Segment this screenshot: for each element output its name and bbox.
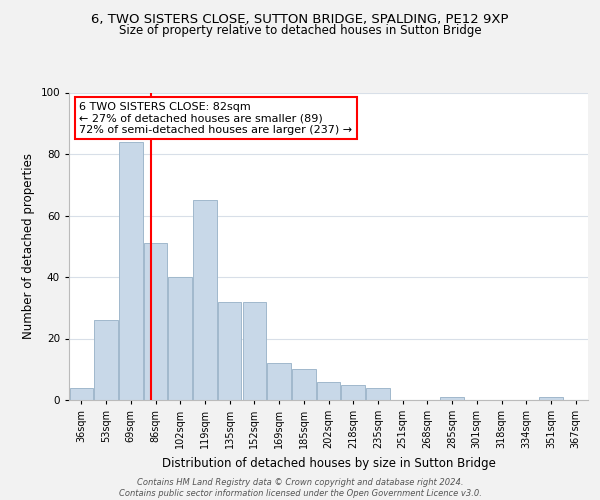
X-axis label: Distribution of detached houses by size in Sutton Bridge: Distribution of detached houses by size … <box>161 456 496 469</box>
Text: 6 TWO SISTERS CLOSE: 82sqm
← 27% of detached houses are smaller (89)
72% of semi: 6 TWO SISTERS CLOSE: 82sqm ← 27% of deta… <box>79 102 353 135</box>
Text: 6, TWO SISTERS CLOSE, SUTTON BRIDGE, SPALDING, PE12 9XP: 6, TWO SISTERS CLOSE, SUTTON BRIDGE, SPA… <box>91 12 509 26</box>
Bar <box>341 384 365 400</box>
Bar <box>119 142 143 400</box>
Bar <box>169 277 192 400</box>
Bar <box>292 369 316 400</box>
Bar <box>94 320 118 400</box>
Bar <box>242 302 266 400</box>
Y-axis label: Number of detached properties: Number of detached properties <box>22 153 35 339</box>
Bar <box>70 388 93 400</box>
Bar <box>366 388 389 400</box>
Bar <box>144 243 167 400</box>
Text: Size of property relative to detached houses in Sutton Bridge: Size of property relative to detached ho… <box>119 24 481 37</box>
Bar <box>539 397 563 400</box>
Bar <box>268 363 291 400</box>
Bar <box>317 382 340 400</box>
Text: Contains HM Land Registry data © Crown copyright and database right 2024.
Contai: Contains HM Land Registry data © Crown c… <box>119 478 481 498</box>
Bar <box>440 397 464 400</box>
Bar <box>218 302 241 400</box>
Bar <box>193 200 217 400</box>
